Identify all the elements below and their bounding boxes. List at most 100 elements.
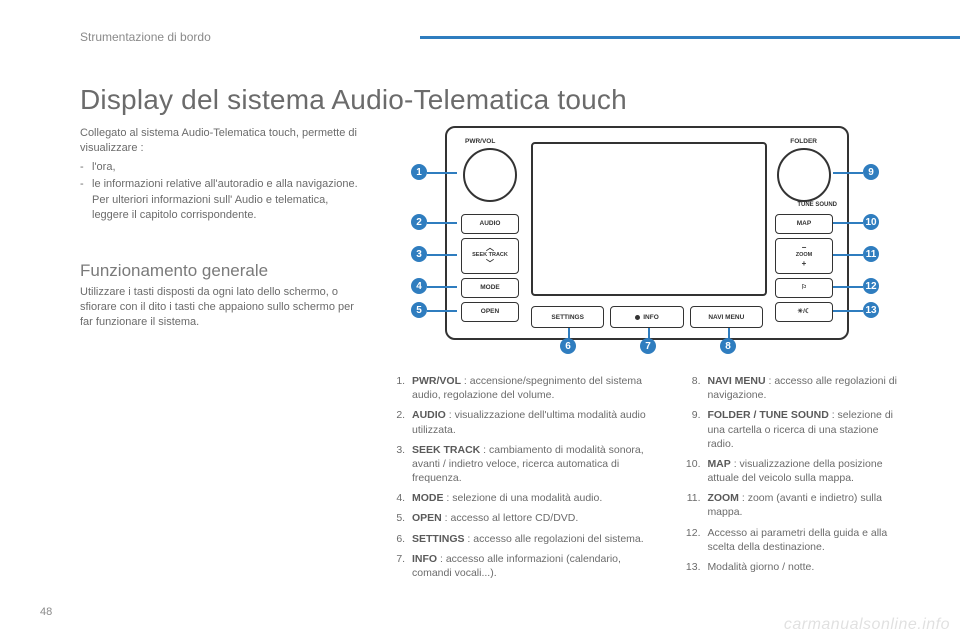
manual-page: Strumentazione di bordo Display del sist… xyxy=(0,0,960,640)
device-diagram: PWR/VOL FOLDER TUNE SOUND AUDIO ︿ SEEK T… xyxy=(405,126,885,356)
left-column: Collegato al sistema Audio-Telematica to… xyxy=(80,126,360,586)
callout-6: 6 xyxy=(560,338,576,354)
callout-1: 1 xyxy=(411,164,427,180)
callout-5: 5 xyxy=(411,302,427,318)
legend-item: MAP : visualizzazione della posizione at… xyxy=(703,457,900,485)
intro-bullet: le informazioni relative all'autoradio e… xyxy=(80,177,360,192)
guide-button: ⚐ xyxy=(775,278,833,298)
legend-item-text: : selezione di una modalità audio. xyxy=(444,492,603,504)
lead-4 xyxy=(427,286,457,288)
intro-lead: Collegato al sistema Audio-Telematica to… xyxy=(80,126,360,156)
seek-up-icon: ︿ xyxy=(486,244,494,252)
legend-item: PWR/VOL : accensione/spegnimento del sis… xyxy=(408,374,657,402)
legend-item: Accesso ai parametri della guida e alla … xyxy=(703,526,900,554)
device-outline: PWR/VOL FOLDER TUNE SOUND AUDIO ︿ SEEK T… xyxy=(445,126,849,340)
navi-menu-button: NAVI MENU xyxy=(690,306,763,328)
legend-item-label: NAVI MENU xyxy=(707,375,765,387)
callout-9: 9 xyxy=(863,164,879,180)
info-button: INFO xyxy=(610,306,683,328)
zoom-plus-icon: + xyxy=(802,260,807,268)
content-columns: Collegato al sistema Audio-Telematica to… xyxy=(80,126,900,586)
lead-6 xyxy=(568,328,570,338)
legend-item: Modalità giorno / notte. xyxy=(703,560,900,574)
folder-knob xyxy=(777,148,831,202)
legend-item-text: : accesso alle informazioni (calendario,… xyxy=(412,553,621,579)
legend-item: INFO : accesso alle informazioni (calend… xyxy=(408,552,657,580)
page-title: Display del sistema Audio-Telematica tou… xyxy=(80,84,900,116)
callout-11: 11 xyxy=(863,246,879,262)
touch-screen xyxy=(531,142,767,296)
callout-8: 8 xyxy=(720,338,736,354)
legend-item-text: : visualizzazione della posizione attual… xyxy=(707,458,882,484)
subbody: Utilizzare i tasti disposti da ogni lato… xyxy=(80,285,360,330)
legend-item-label: MODE xyxy=(412,492,444,504)
legend-item: MODE : selezione di una modalità audio. xyxy=(408,491,657,505)
lead-13 xyxy=(833,310,863,312)
legend-item-label: INFO xyxy=(412,553,437,565)
legend-item: AUDIO : visualizzazione dell'ultima moda… xyxy=(408,408,657,436)
mode-button: MODE xyxy=(461,278,519,298)
seek-track-button: ︿ SEEK TRACK ﹀ xyxy=(461,238,519,274)
lead-7 xyxy=(648,328,650,338)
legend-item-label: OPEN xyxy=(412,512,442,524)
legend-item-label: SETTINGS xyxy=(412,533,465,545)
lead-9 xyxy=(833,172,863,174)
legend-item-text: : visualizzazione dell'ultima modalità a… xyxy=(412,409,646,435)
callout-7: 7 xyxy=(640,338,656,354)
lead-8 xyxy=(728,328,730,338)
lead-11 xyxy=(833,254,863,256)
intro-block: Collegato al sistema Audio-Telematica to… xyxy=(80,126,360,223)
pwr-vol-knob xyxy=(463,148,517,202)
legend-item-text: Modalità giorno / notte. xyxy=(707,561,814,573)
tune-sound-label: TUNE SOUND xyxy=(797,202,837,208)
lead-10 xyxy=(833,222,863,224)
legend-item: NAVI MENU : accesso alle regolazioni di … xyxy=(703,374,900,402)
daynight-button: ☀/☾ xyxy=(775,302,833,322)
legend-item-label: SEEK TRACK xyxy=(412,444,480,456)
info-dot-icon xyxy=(635,315,640,320)
legend-item: SEEK TRACK : cambiamento di modalità son… xyxy=(408,443,657,486)
legend-item-label: ZOOM xyxy=(707,492,739,504)
intro-note: Per ulteriori informazioni sull' Audio e… xyxy=(80,193,360,223)
legend-item-label: FOLDER / TUNE SOUND xyxy=(707,409,828,421)
zoom-button: − ZOOM + xyxy=(775,238,833,274)
legend-item-text: : accesso alle regolazioni del sistema. xyxy=(465,533,644,545)
seek-down-icon: ﹀ xyxy=(486,260,494,268)
info-label: INFO xyxy=(643,314,659,321)
legend-item: FOLDER / TUNE SOUND : selezione di una c… xyxy=(703,408,900,451)
knob-right-label: FOLDER xyxy=(790,138,817,145)
legend-item-label: PWR/VOL xyxy=(412,375,461,387)
callout-13: 13 xyxy=(863,302,879,318)
lead-3 xyxy=(427,254,457,256)
zoom-label: ZOOM xyxy=(796,253,813,259)
intro-bullets: l'ora, le informazioni relative all'auto… xyxy=(80,160,360,192)
legend-item: SETTINGS : accesso alle regolazioni del … xyxy=(408,532,657,546)
legend-item-label: AUDIO xyxy=(412,409,446,421)
legend-item: ZOOM : zoom (avanti e indietro) sulla ma… xyxy=(703,491,900,519)
legend-col-right: NAVI MENU : accesso alle regolazioni di … xyxy=(685,374,900,586)
lead-5 xyxy=(427,310,457,312)
watermark: carmanualsonline.info xyxy=(784,616,950,634)
legend-item-label: MAP xyxy=(707,458,730,470)
callout-3: 3 xyxy=(411,246,427,262)
subheading: Funzionamento generale xyxy=(80,261,360,281)
map-button: MAP xyxy=(775,214,833,234)
settings-button: SETTINGS xyxy=(531,306,604,328)
callout-10: 10 xyxy=(863,214,879,230)
zoom-minus-icon: − xyxy=(802,244,807,252)
intro-bullet: l'ora, xyxy=(80,160,360,175)
page-number: 48 xyxy=(40,606,52,618)
legend-block: PWR/VOL : accensione/spegnimento del sis… xyxy=(390,374,900,586)
legend-item: OPEN : accesso al lettore CD/DVD. xyxy=(408,511,657,525)
lead-1 xyxy=(427,172,457,174)
callout-4: 4 xyxy=(411,278,427,294)
lead-2 xyxy=(427,222,457,224)
header-rule xyxy=(420,36,960,39)
legend-item-text: : accesso al lettore CD/DVD. xyxy=(442,512,579,524)
open-button: OPEN xyxy=(461,302,519,322)
lead-12 xyxy=(833,286,863,288)
audio-button: AUDIO xyxy=(461,214,519,234)
legend-item-text: Accesso ai parametri della guida e alla … xyxy=(707,527,887,553)
right-column: PWR/VOL FOLDER TUNE SOUND AUDIO ︿ SEEK T… xyxy=(390,126,900,586)
callout-2: 2 xyxy=(411,214,427,230)
